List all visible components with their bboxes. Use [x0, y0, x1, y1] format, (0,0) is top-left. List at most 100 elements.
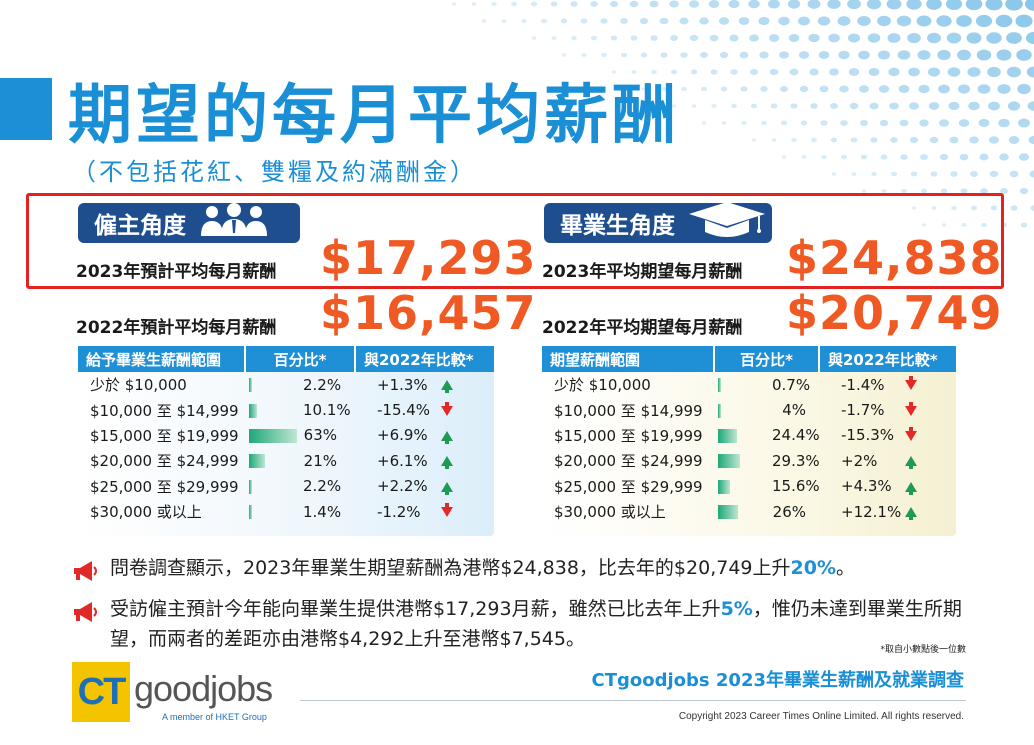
change-cell: -1.4%	[819, 372, 956, 397]
background-dot	[1010, 205, 1018, 211]
range-cell: $15,000 至 $19,999	[90, 426, 239, 445]
bullet-2-highlight: 5%	[720, 598, 753, 620]
background-dot	[879, 119, 889, 127]
background-dot	[1030, 205, 1034, 211]
background-dot	[709, 34, 719, 42]
bullet-1-text: 問卷調查顯示，2023年畢業生期望薪酬為港幣$24,838，比去年的$20,74…	[110, 557, 791, 579]
background-dot	[906, 0, 922, 10]
background-dot	[848, 68, 860, 76]
background-dot	[987, 66, 1001, 78]
bullet-2: 受訪僱主預計今年能向畢業生提供港幣$17,293月薪，雖然已比去年上升5%，惟仍…	[110, 594, 970, 654]
background-dot	[867, 33, 881, 43]
background-dot	[581, 53, 587, 57]
background-dot	[1025, 0, 1034, 11]
background-dot	[1000, 188, 1008, 194]
change-value: +4.3%	[841, 477, 892, 496]
background-dot	[671, 104, 677, 108]
background-dot	[561, 53, 567, 57]
pct-bar-track	[718, 428, 770, 443]
employer-badge-label: 僱主角度	[94, 213, 186, 239]
page-subtitle: （不包括花紅、雙糧及約滿酬金）	[72, 158, 477, 186]
table-row: $25,000 至 $29,999 2.2% +2.2%	[78, 474, 494, 499]
background-dot	[790, 103, 798, 109]
background-dot	[680, 52, 688, 58]
background-dot	[851, 172, 857, 176]
table-row: $25,000 至 $29,999 15.6% +4.3%	[542, 474, 956, 499]
pct-value: 15.6%	[772, 477, 820, 496]
pct-value: 0.7%	[772, 375, 811, 394]
background-dot	[956, 15, 972, 27]
background-dot	[749, 34, 759, 42]
logo-tagline: A member of HKET Group	[162, 712, 267, 722]
background-dot	[829, 102, 839, 110]
background-dot	[858, 50, 870, 60]
background-dot	[995, 14, 1013, 28]
change-cell: +1.3%	[355, 372, 494, 397]
background-dot	[986, 32, 1002, 44]
arrow-up-icon	[905, 507, 917, 521]
background-dot	[888, 67, 900, 77]
background-dot	[649, 0, 659, 8]
background-dot	[997, 84, 1011, 94]
background-dot	[651, 69, 657, 75]
background-dot	[900, 154, 908, 160]
background-dot	[868, 67, 880, 77]
background-dot	[451, 2, 457, 6]
background-dot	[611, 70, 617, 74]
background-dot	[930, 171, 938, 177]
background-dot	[570, 1, 578, 7]
background-dot	[840, 120, 848, 126]
background-dot	[936, 15, 952, 27]
background-dot	[708, 0, 720, 8]
range-cell: $10,000 至 $14,999	[90, 401, 239, 420]
background-dot	[728, 0, 740, 9]
background-dot	[999, 153, 1009, 161]
background-dot	[781, 155, 787, 159]
graduate-2023-value: $24,838	[786, 231, 1003, 285]
background-dot	[969, 136, 979, 144]
background-dot	[801, 155, 807, 159]
background-dot	[931, 206, 937, 210]
range-cell: $25,000 至 $29,999	[554, 477, 703, 496]
background-dot	[847, 0, 861, 10]
background-dot	[898, 84, 910, 94]
background-dot	[610, 35, 618, 41]
page-title: 期望的每月平均薪酬	[68, 79, 680, 153]
megaphone-icon	[72, 601, 98, 627]
table-row: $15,000 至 $19,999 63% +6.9%	[78, 423, 494, 448]
background-dot	[798, 16, 810, 26]
pct-bar	[718, 505, 738, 520]
background-dot	[530, 1, 538, 7]
background-dot	[877, 50, 891, 60]
table-row: $30,000 或以上 26% +12.1%	[542, 499, 956, 524]
background-dot	[921, 223, 927, 227]
background-dot	[827, 0, 841, 9]
background-dot	[1026, 66, 1034, 78]
background-dot	[791, 137, 797, 143]
pct-bar-track	[718, 454, 770, 469]
range-cell: 少於 $10,000	[90, 376, 187, 395]
background-dot	[1005, 0, 1023, 11]
background-dot	[591, 35, 597, 41]
arrow-up-icon	[441, 430, 453, 444]
change-cell: -1.2%	[355, 499, 494, 524]
background-dot	[977, 84, 991, 94]
range-cell: $25,000 至 $29,999	[90, 477, 239, 496]
background-dot	[1009, 170, 1019, 178]
pct-value: 4%	[782, 401, 806, 420]
background-dot	[981, 222, 987, 228]
background-dot	[871, 171, 877, 177]
background-dot	[810, 103, 818, 109]
background-dot	[768, 0, 780, 9]
background-dot	[808, 33, 820, 43]
background-dot	[839, 85, 849, 93]
background-dot	[560, 18, 568, 24]
background-dot	[768, 34, 780, 42]
background-dot	[1027, 101, 1034, 111]
range-cell: $10,000 至 $14,999	[554, 401, 703, 420]
pct-cell: 4%	[714, 397, 819, 422]
background-dot	[819, 85, 829, 93]
background-dot	[998, 118, 1010, 128]
background-dot	[621, 87, 627, 91]
background-dot	[891, 171, 897, 177]
